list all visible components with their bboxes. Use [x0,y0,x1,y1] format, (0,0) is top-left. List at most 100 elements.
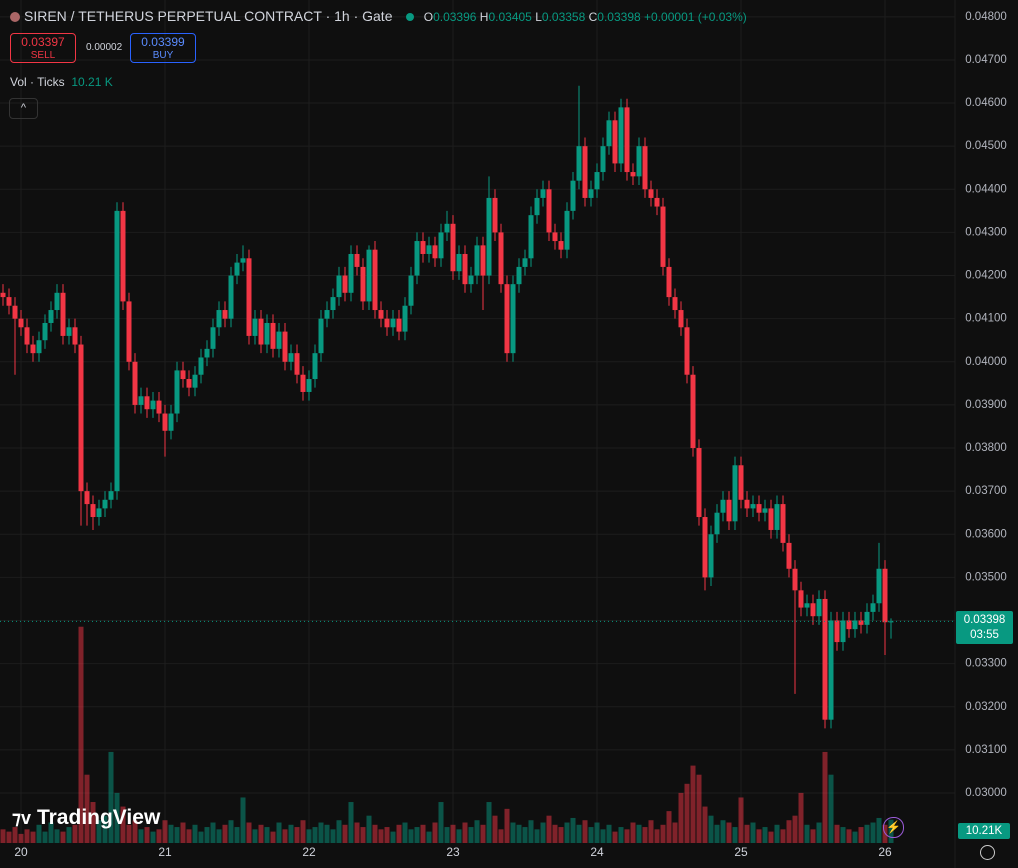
candle-body [510,284,516,354]
volume-bar [132,820,138,843]
candle-body [744,499,750,509]
volume-bar [642,827,648,843]
candle-body [258,318,264,345]
candle-body [492,197,498,233]
volume-bar [486,802,492,843]
y-tick-label: 0.03200 [965,701,1007,713]
y-tick-label: 0.04200 [965,270,1007,282]
candle-body [678,310,684,328]
y-tick-label: 0.04400 [965,183,1007,195]
lightning-button[interactable]: ⚡ [883,817,904,838]
volume-bar [738,797,744,843]
volume-bar [336,820,342,843]
candle-body [300,374,306,392]
volume-bar [714,824,720,843]
volume-bar [180,822,186,843]
volume-bar [666,811,672,843]
volume-bar [6,831,12,843]
candle-body [864,611,870,625]
volume-bar [126,824,132,843]
volume-bar [84,774,90,843]
x-tick-label: 22 [302,845,316,859]
volume-bar [402,822,408,843]
y-tick-label: 0.04000 [965,356,1007,368]
candle-body [144,396,150,410]
candle-body [720,499,726,513]
y-tick-label: 0.03500 [965,571,1007,583]
ohlc-value: 0.03358 [541,10,586,24]
candle-body [114,210,120,492]
volume-bar [144,827,150,843]
volume-bar [522,827,528,843]
volume-bar [498,829,504,843]
candle-body [96,508,102,518]
buy-button[interactable]: 0.03399 BUY [130,33,196,63]
candle-body [276,331,282,349]
candle-body [102,499,108,509]
candle-body [360,266,366,302]
sell-button[interactable]: 0.03397 SELL [10,33,76,63]
volume-bar [138,829,144,843]
volume-bar [600,829,606,843]
settings-button[interactable] [980,845,995,860]
x-tick-label: 20 [14,845,28,859]
volume-bar [186,829,192,843]
candle-body [822,598,828,720]
candle-body [414,241,420,276]
candle-body [216,310,222,328]
candle-body [696,448,702,518]
volume-bar [426,831,432,843]
volume-bar [720,820,726,843]
volume-bar [516,824,522,843]
volume-bar [372,824,378,843]
candle-body [132,361,138,405]
x-tick-label: 26 [878,845,892,859]
candle-body [774,504,780,530]
candle-body [396,318,402,332]
candle-body [378,310,384,319]
volume-bar [504,808,510,843]
volume-bar [168,824,174,843]
symbol-info: SIREN / TETHERUS PERPETUAL CONTRACT · 1h… [10,8,747,24]
volume-bar [48,822,54,843]
ohlc-value: 0.03405 [488,10,532,24]
volume-bar [294,827,300,843]
candle-body [438,232,444,259]
candle-body [852,620,858,630]
candle-body [342,275,348,293]
candle-body [384,318,390,328]
volume-bar [228,820,234,843]
candle-body [222,310,228,319]
volume-bar [618,827,624,843]
volume-bar [36,824,42,843]
volume-bar [306,829,312,843]
buy-price: 0.03399 [141,35,185,49]
candle-body [570,180,576,211]
volume-bar [366,815,372,843]
volume-bar [792,815,798,843]
candle-body [504,284,510,354]
ohlc-label: H [479,10,489,24]
candle-body [444,223,450,233]
candle-body [516,266,522,285]
x-tick-label: 21 [158,845,172,859]
candle-body [36,340,42,354]
spread: 0.00002 [86,42,123,53]
candle-body [366,249,372,302]
candle-body [180,370,186,380]
candle-body [792,568,798,591]
candle-body [198,357,204,375]
ohlc-value: 0.03398 [597,10,641,24]
candle-body [156,400,162,414]
candle-body [204,348,210,358]
candle-body [714,512,720,535]
volume-bar [114,792,120,843]
candle-body [480,245,486,276]
volume-bar [282,829,288,843]
volume-value: 10.21 K [71,75,113,89]
symbol-icon [10,12,20,22]
candle-body [618,107,624,164]
candle-body [552,232,558,242]
collapse-button[interactable]: ^ [9,98,38,119]
symbol-line[interactable]: SIREN / TETHERUS PERPETUAL CONTRACT · 1h… [24,8,393,24]
